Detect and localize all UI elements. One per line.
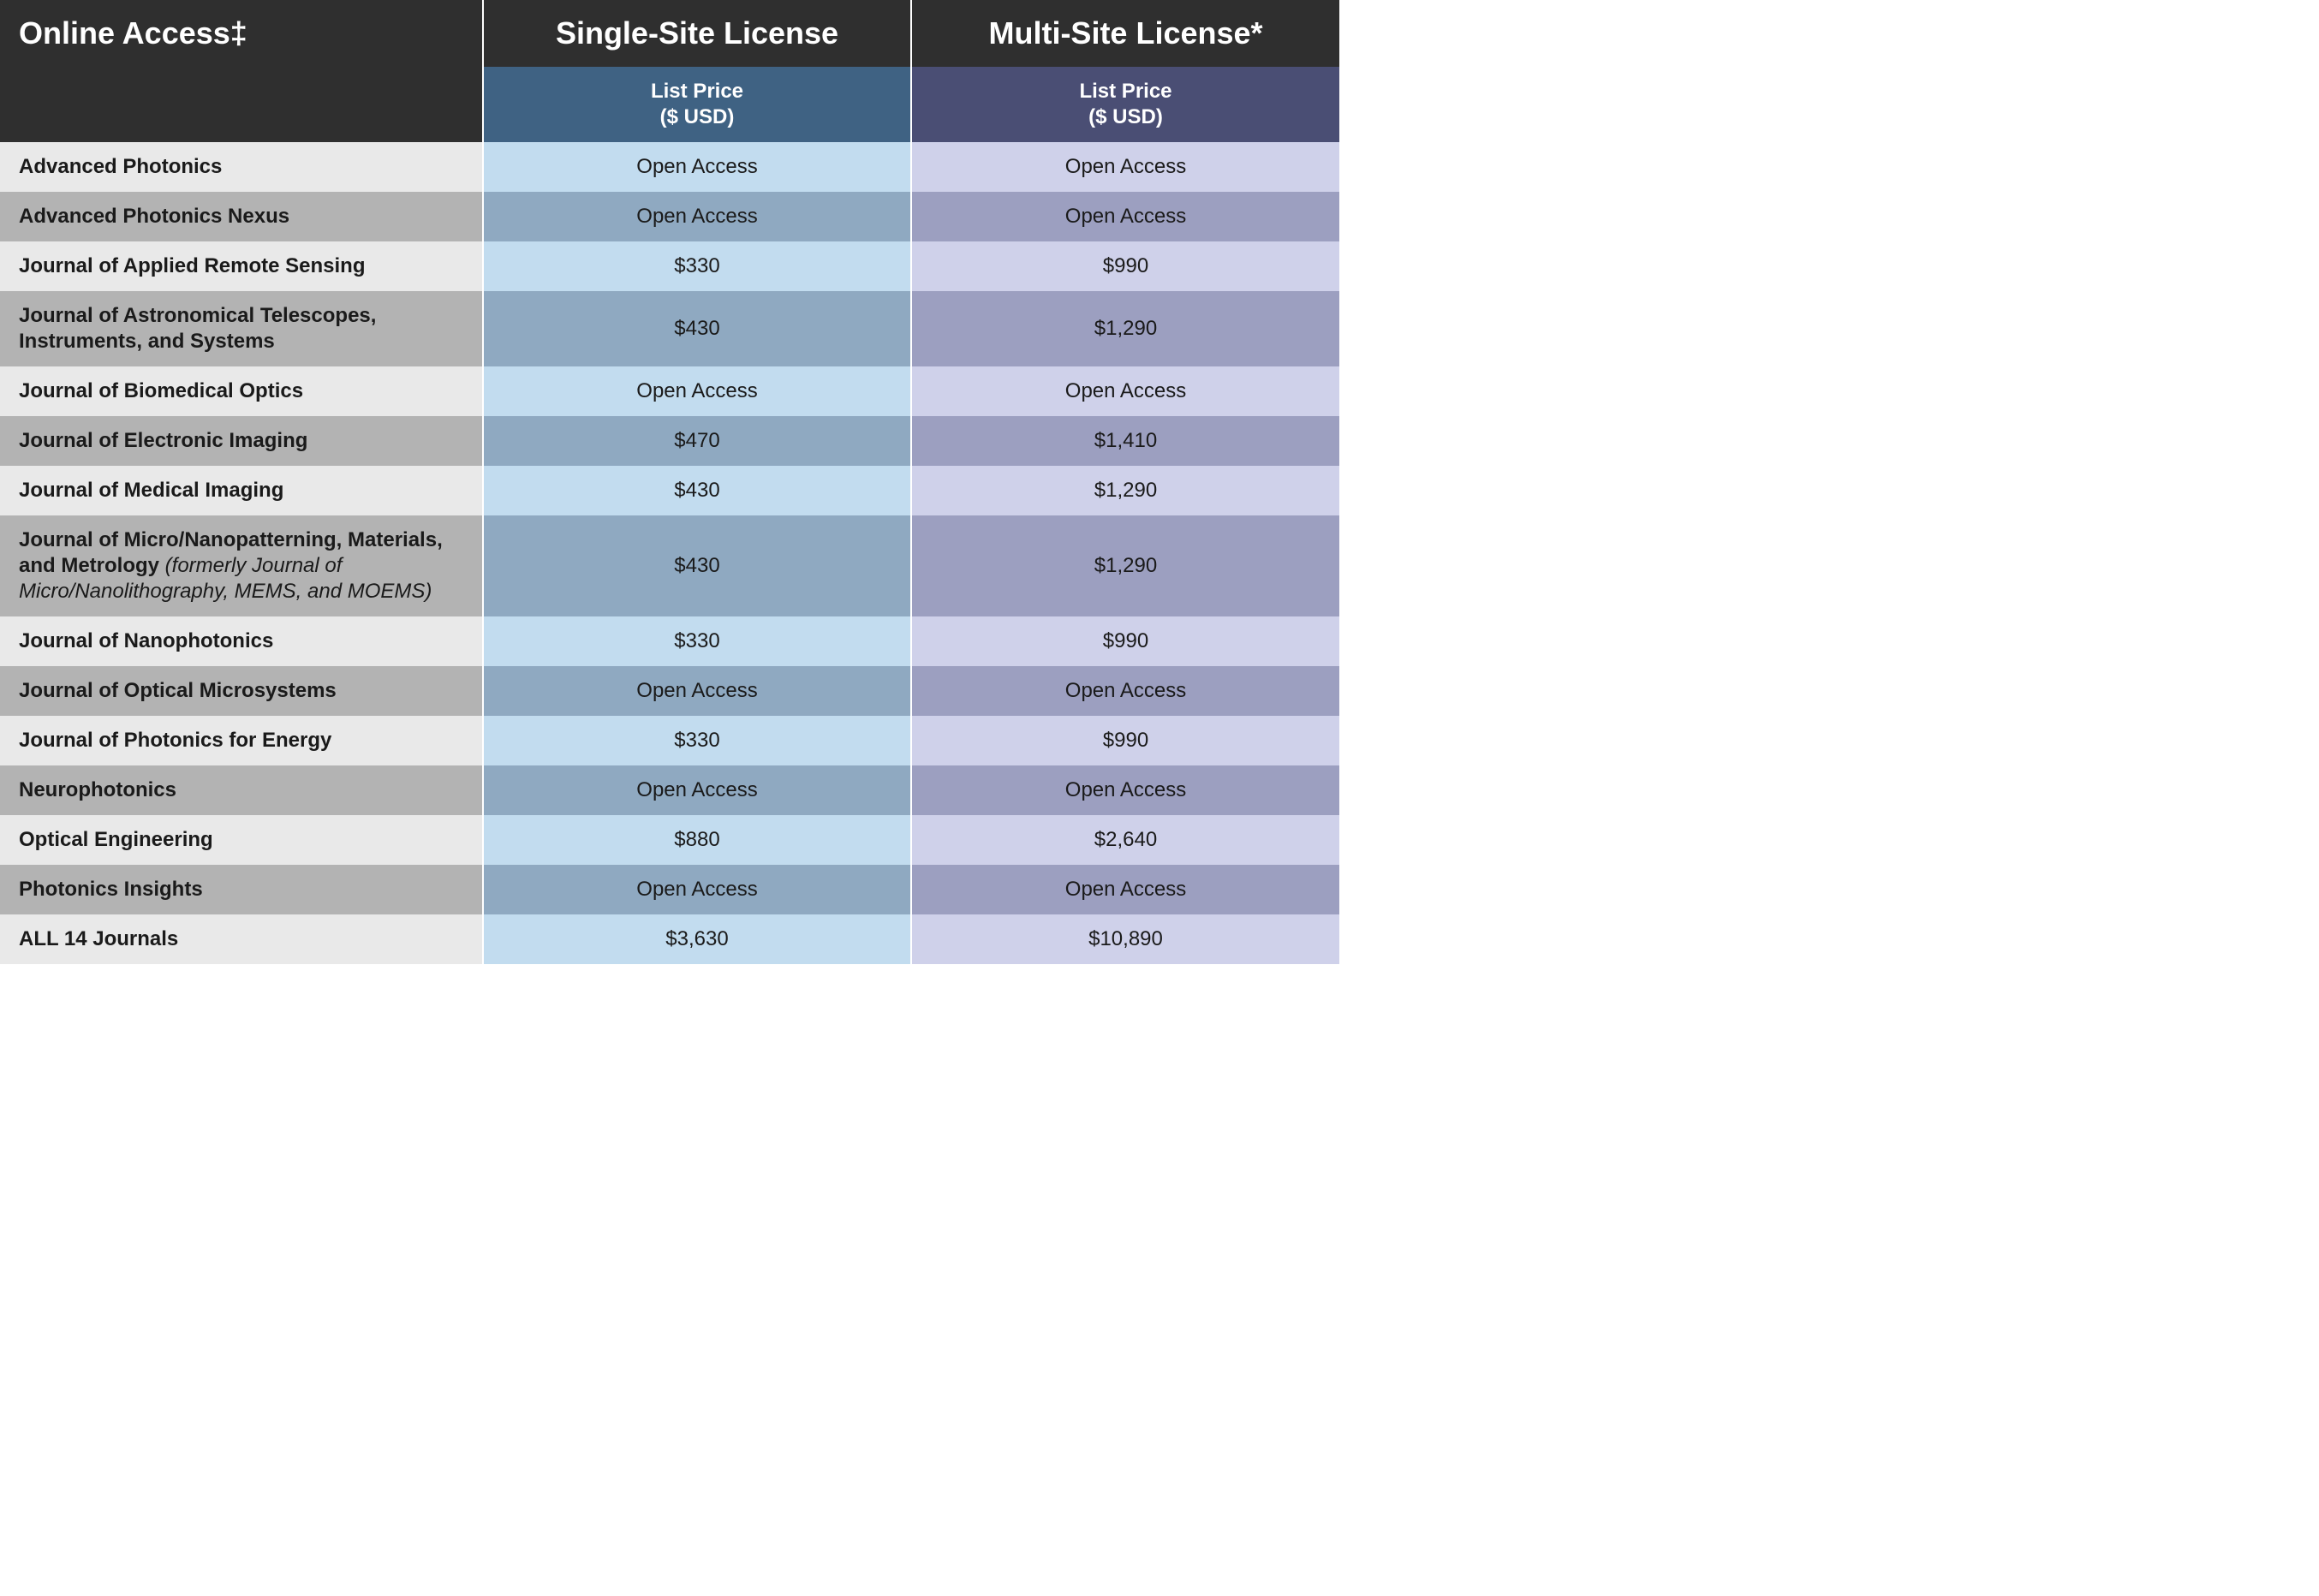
single-site-price: Open Access	[483, 765, 911, 815]
table-row: Journal of Nanophotonics$330$990	[0, 616, 1339, 666]
header-row-1: Online Access‡ Single-Site License Multi…	[0, 0, 1339, 67]
table-row: Journal of Optical MicrosystemsOpen Acce…	[0, 666, 1339, 716]
multi-site-price: Open Access	[911, 192, 1339, 241]
table-row: Optical Engineering$880$2,640	[0, 815, 1339, 865]
journal-name: Photonics Insights	[0, 865, 483, 914]
journal-name: Neurophotonics	[0, 765, 483, 815]
multi-site-price: $990	[911, 616, 1339, 666]
header-blank	[0, 67, 483, 142]
single-site-price: $880	[483, 815, 911, 865]
table-row: Journal of Medical Imaging$430$1,290	[0, 466, 1339, 515]
table-row: NeurophotonicsOpen AccessOpen Access	[0, 765, 1339, 815]
single-site-price: Open Access	[483, 192, 911, 241]
header-multi-list-price: List Price($ USD)	[911, 67, 1339, 142]
table-row: Journal of Electronic Imaging$470$1,410	[0, 416, 1339, 466]
journal-name: Advanced Photonics Nexus	[0, 192, 483, 241]
header-single-list-price: List Price($ USD)	[483, 67, 911, 142]
multi-site-price: $990	[911, 716, 1339, 765]
journal-name: Journal of Micro/Nanopatterning, Materia…	[0, 515, 483, 616]
single-site-price: $430	[483, 515, 911, 616]
table-body: Advanced PhotonicsOpen AccessOpen Access…	[0, 142, 1339, 964]
header-row-2: List Price($ USD) List Price($ USD)	[0, 67, 1339, 142]
journal-name: Journal of Astronomical Telescopes, Inst…	[0, 291, 483, 366]
multi-site-price: Open Access	[911, 765, 1339, 815]
journal-name: Journal of Electronic Imaging	[0, 416, 483, 466]
single-site-price: $330	[483, 241, 911, 291]
single-site-price: $430	[483, 291, 911, 366]
journal-name: Advanced Photonics	[0, 142, 483, 192]
header-single-site: Single-Site License	[483, 0, 911, 67]
multi-site-price: $1,290	[911, 291, 1339, 366]
journal-name: Journal of Photonics for Energy	[0, 716, 483, 765]
table-row: Journal of Photonics for Energy$330$990	[0, 716, 1339, 765]
multi-site-price: Open Access	[911, 666, 1339, 716]
table-row: Advanced PhotonicsOpen AccessOpen Access	[0, 142, 1339, 192]
single-site-price: $3,630	[483, 914, 911, 964]
single-site-price: $330	[483, 716, 911, 765]
journal-name: Journal of Nanophotonics	[0, 616, 483, 666]
header-online-access: Online Access‡	[0, 0, 483, 67]
table-row: Journal of Micro/Nanopatterning, Materia…	[0, 515, 1339, 616]
table-row: Photonics InsightsOpen AccessOpen Access	[0, 865, 1339, 914]
multi-site-price: Open Access	[911, 366, 1339, 416]
multi-site-price: $1,410	[911, 416, 1339, 466]
table-row: Advanced Photonics NexusOpen AccessOpen …	[0, 192, 1339, 241]
single-site-price: $470	[483, 416, 911, 466]
journal-name: Optical Engineering	[0, 815, 483, 865]
single-site-price: $330	[483, 616, 911, 666]
single-site-price: $430	[483, 466, 911, 515]
single-site-price: Open Access	[483, 865, 911, 914]
table-row: Journal of Biomedical OpticsOpen AccessO…	[0, 366, 1339, 416]
pricing-table: Online Access‡ Single-Site License Multi…	[0, 0, 1339, 964]
table-row: ALL 14 Journals$3,630$10,890	[0, 914, 1339, 964]
journal-name: Journal of Applied Remote Sensing	[0, 241, 483, 291]
journal-name: Journal of Biomedical Optics	[0, 366, 483, 416]
multi-site-price: Open Access	[911, 865, 1339, 914]
journal-name: Journal of Optical Microsystems	[0, 666, 483, 716]
header-multi-site: Multi-Site License*	[911, 0, 1339, 67]
journal-name: Journal of Medical Imaging	[0, 466, 483, 515]
multi-site-price: $1,290	[911, 466, 1339, 515]
multi-site-price: Open Access	[911, 142, 1339, 192]
multi-site-price: $2,640	[911, 815, 1339, 865]
multi-site-price: $990	[911, 241, 1339, 291]
multi-site-price: $1,290	[911, 515, 1339, 616]
single-site-price: Open Access	[483, 366, 911, 416]
single-site-price: Open Access	[483, 142, 911, 192]
single-site-price: Open Access	[483, 666, 911, 716]
table-row: Journal of Applied Remote Sensing$330$99…	[0, 241, 1339, 291]
multi-site-price: $10,890	[911, 914, 1339, 964]
journal-name: ALL 14 Journals	[0, 914, 483, 964]
table-row: Journal of Astronomical Telescopes, Inst…	[0, 291, 1339, 366]
